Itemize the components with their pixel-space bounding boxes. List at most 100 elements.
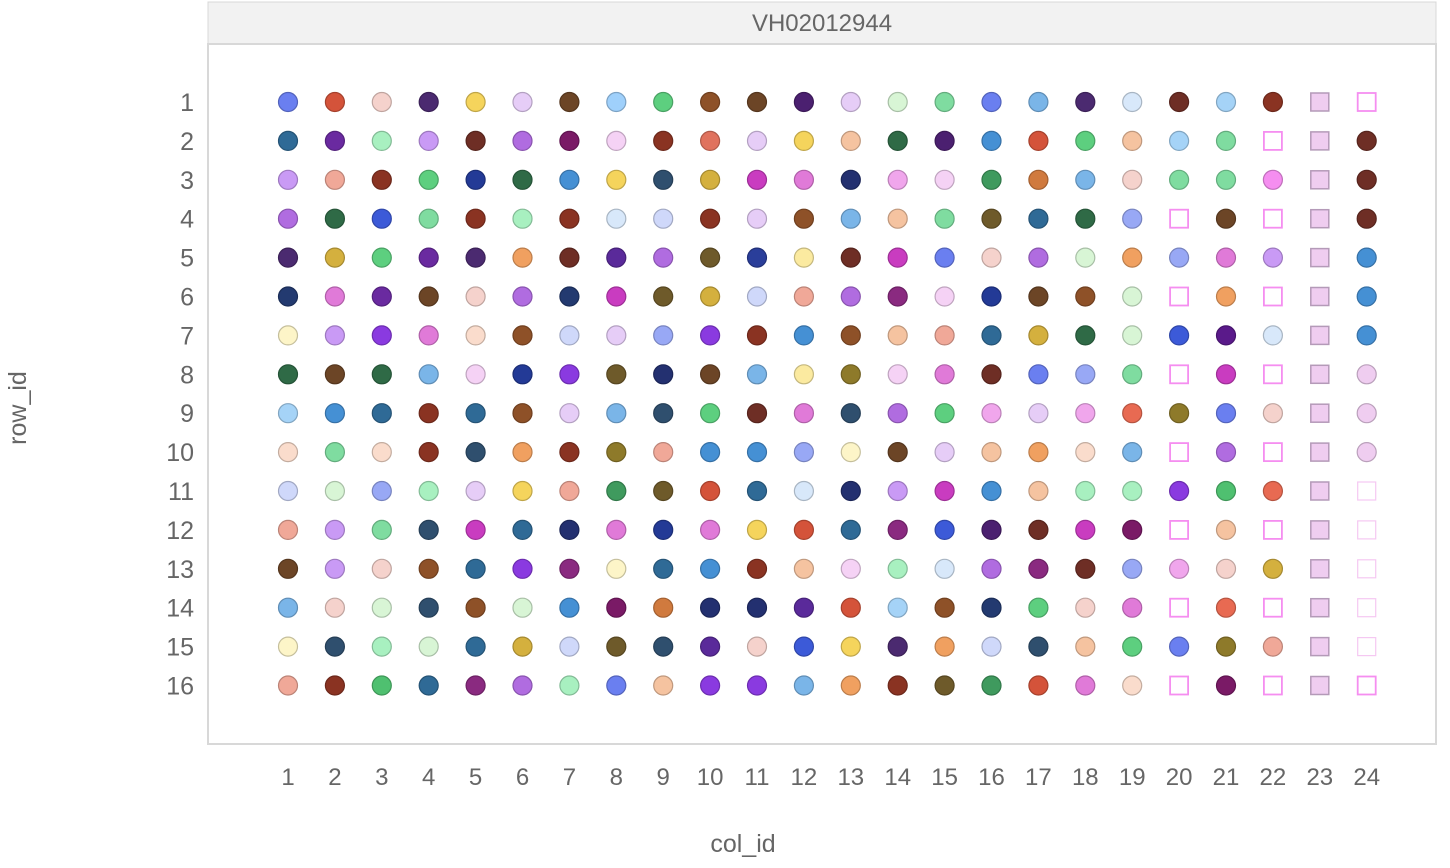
well-marker — [277, 403, 299, 424]
well-marker — [418, 130, 439, 151]
well-marker — [465, 208, 486, 229]
x-tick-label: 13 — [837, 764, 864, 791]
well-marker — [746, 597, 768, 618]
y-tick-label: 16 — [166, 673, 194, 701]
well-marker — [465, 247, 486, 268]
well-marker — [699, 442, 721, 463]
well-marker — [653, 91, 674, 113]
well-marker — [793, 636, 815, 657]
well-marker — [1215, 325, 1237, 346]
well-marker — [1262, 636, 1284, 657]
x-tick-label: 21 — [1213, 764, 1240, 791]
x-tick-label: 19 — [1119, 764, 1146, 791]
well-marker — [1357, 559, 1377, 579]
well-marker — [981, 558, 1002, 579]
well-marker — [1310, 597, 1330, 618]
well-marker — [1310, 636, 1330, 657]
well-marker — [1310, 481, 1330, 501]
well-marker — [277, 364, 299, 385]
well-marker — [512, 364, 533, 385]
well-marker — [1028, 91, 1049, 113]
well-marker — [1122, 208, 1143, 229]
well-marker — [793, 675, 815, 696]
well-marker — [699, 364, 721, 385]
well-marker — [371, 597, 392, 618]
well-marker — [1122, 364, 1143, 385]
well-marker — [371, 325, 392, 346]
well-marker — [981, 169, 1002, 190]
well-marker — [1122, 480, 1143, 502]
well-marker — [840, 558, 861, 579]
well-marker — [277, 286, 299, 307]
well-marker — [793, 130, 815, 151]
y-tick-label: 14 — [166, 595, 194, 623]
well-marker — [840, 247, 861, 268]
well-marker — [1075, 403, 1096, 424]
well-marker — [1028, 364, 1049, 385]
well-marker — [559, 442, 580, 463]
well-marker — [1262, 91, 1284, 113]
well-marker — [746, 247, 768, 268]
well-marker — [559, 675, 580, 696]
well-marker — [840, 130, 861, 151]
well-marker — [324, 519, 345, 541]
well-marker — [981, 675, 1002, 696]
well-marker — [465, 442, 486, 463]
y-tick-label: 7 — [180, 322, 194, 350]
y-tick-label: 1 — [180, 89, 194, 117]
well-marker — [653, 442, 674, 463]
well-marker — [1122, 636, 1143, 657]
well-marker — [1075, 480, 1096, 502]
well-marker — [465, 364, 486, 385]
well-marker — [1122, 442, 1143, 463]
well-marker — [465, 169, 486, 190]
well-marker — [277, 169, 299, 190]
well-marker — [1215, 130, 1237, 151]
well-marker — [1356, 169, 1377, 190]
well-marker — [1169, 520, 1189, 540]
well-marker — [1215, 247, 1237, 268]
well-marker — [1310, 247, 1330, 268]
well-marker — [418, 558, 439, 579]
well-marker — [840, 675, 861, 696]
well-marker — [1075, 597, 1096, 618]
well-marker — [1168, 636, 1190, 657]
well-marker — [606, 558, 627, 579]
well-marker — [793, 480, 815, 502]
well-marker — [512, 247, 533, 268]
well-marker — [699, 286, 721, 307]
well-marker — [1169, 208, 1189, 229]
well-marker — [887, 91, 908, 113]
well-marker — [840, 636, 861, 657]
well-marker — [1122, 519, 1143, 541]
well-marker — [1028, 286, 1049, 307]
well-marker — [981, 403, 1002, 424]
well-marker — [1310, 675, 1330, 696]
well-marker — [1028, 208, 1049, 229]
well-marker — [1263, 286, 1283, 307]
well-marker — [277, 675, 299, 696]
well-marker — [277, 325, 299, 346]
well-marker — [934, 130, 955, 151]
well-marker — [559, 636, 580, 657]
well-marker — [981, 480, 1002, 502]
well-marker — [371, 247, 392, 268]
y-tick-label: 9 — [180, 400, 194, 428]
well-marker — [1310, 286, 1330, 307]
well-marker — [1168, 480, 1190, 502]
well-marker — [418, 442, 439, 463]
well-marker — [1168, 169, 1190, 190]
well-marker — [981, 130, 1002, 151]
well-marker — [981, 247, 1002, 268]
well-marker — [840, 597, 861, 618]
well-marker — [1075, 558, 1096, 579]
well-marker — [840, 91, 861, 113]
well-marker — [324, 636, 345, 657]
well-marker — [559, 403, 580, 424]
well-marker — [1028, 597, 1049, 618]
well-marker — [324, 325, 345, 346]
well-marker — [606, 480, 627, 502]
well-marker — [277, 247, 299, 268]
well-marker — [1168, 558, 1190, 579]
well-marker — [699, 247, 721, 268]
